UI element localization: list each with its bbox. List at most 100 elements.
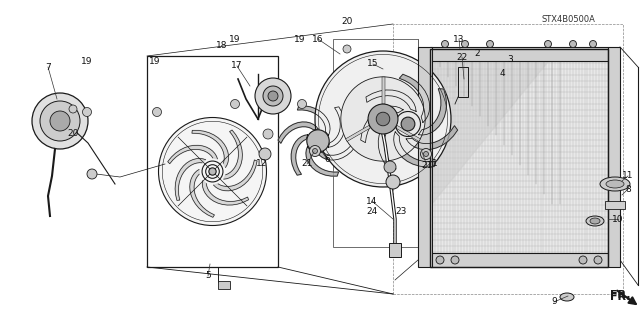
Bar (430, 253, 608, 267)
Ellipse shape (606, 180, 624, 188)
Circle shape (579, 256, 587, 264)
Text: 9: 9 (551, 298, 557, 307)
Text: 19: 19 (294, 34, 306, 43)
Polygon shape (406, 126, 458, 150)
Text: 18: 18 (216, 41, 228, 50)
Polygon shape (399, 74, 429, 122)
Circle shape (589, 41, 596, 48)
Ellipse shape (600, 177, 630, 191)
Text: 16: 16 (312, 34, 324, 43)
Bar (605, 201, 625, 209)
Circle shape (152, 108, 161, 116)
Text: 22: 22 (456, 53, 468, 62)
Polygon shape (394, 132, 436, 167)
Circle shape (343, 45, 351, 53)
Bar (458, 67, 468, 97)
Circle shape (230, 100, 239, 108)
Bar (389, 243, 401, 257)
Circle shape (50, 111, 70, 131)
Circle shape (384, 161, 396, 173)
Circle shape (69, 105, 77, 113)
Circle shape (312, 136, 323, 146)
Text: 7: 7 (45, 63, 51, 71)
Text: 8: 8 (625, 184, 631, 194)
Circle shape (461, 41, 468, 48)
Text: FR.: FR. (610, 292, 630, 302)
Bar (430, 47, 608, 61)
Circle shape (315, 51, 451, 187)
Circle shape (368, 104, 398, 134)
Polygon shape (328, 107, 345, 147)
Polygon shape (361, 106, 403, 143)
Text: 11: 11 (622, 172, 634, 181)
Text: 6: 6 (324, 154, 330, 164)
Polygon shape (175, 159, 205, 200)
Circle shape (310, 145, 321, 157)
Text: 13: 13 (453, 34, 465, 43)
Circle shape (420, 149, 431, 160)
Text: 17: 17 (231, 62, 243, 70)
Bar (147, 56, 278, 267)
Polygon shape (189, 169, 214, 217)
Text: 5: 5 (205, 271, 211, 280)
Bar (333, 39, 418, 247)
Text: 1: 1 (432, 160, 438, 168)
Circle shape (401, 117, 415, 131)
Circle shape (424, 152, 429, 157)
Text: 19: 19 (229, 34, 241, 43)
Ellipse shape (590, 218, 600, 224)
Circle shape (87, 169, 97, 179)
Circle shape (594, 256, 602, 264)
Text: 3: 3 (507, 55, 513, 63)
Text: 10: 10 (612, 214, 624, 224)
Bar (418, 47, 432, 267)
Polygon shape (214, 160, 257, 191)
Circle shape (298, 100, 307, 108)
Circle shape (40, 101, 80, 141)
Circle shape (263, 86, 283, 106)
Circle shape (376, 112, 390, 126)
Polygon shape (317, 139, 358, 160)
Circle shape (341, 77, 425, 161)
Circle shape (83, 108, 92, 116)
Circle shape (255, 78, 291, 114)
Ellipse shape (586, 216, 604, 226)
Circle shape (451, 256, 459, 264)
Circle shape (159, 117, 266, 226)
Circle shape (268, 91, 278, 101)
Polygon shape (202, 181, 248, 205)
Bar (432, 57, 608, 264)
Polygon shape (366, 90, 416, 111)
Circle shape (386, 175, 400, 189)
Circle shape (307, 130, 329, 152)
Circle shape (486, 41, 493, 48)
Bar (430, 49, 608, 267)
Text: 14: 14 (366, 197, 378, 205)
Text: 20: 20 (341, 17, 353, 26)
Text: 4: 4 (499, 70, 505, 78)
Polygon shape (168, 145, 218, 164)
Polygon shape (432, 57, 552, 204)
Polygon shape (192, 130, 228, 167)
Circle shape (545, 41, 552, 48)
Polygon shape (291, 135, 308, 175)
Circle shape (570, 41, 577, 48)
Text: 24: 24 (366, 206, 378, 216)
Polygon shape (419, 89, 447, 135)
Text: 21: 21 (421, 161, 433, 170)
Text: 23: 23 (396, 206, 406, 216)
Circle shape (442, 41, 449, 48)
Polygon shape (278, 122, 318, 143)
Text: 19: 19 (81, 56, 93, 65)
Circle shape (209, 168, 216, 175)
Circle shape (436, 256, 444, 264)
Bar (218, 281, 230, 289)
Text: 12: 12 (256, 160, 268, 168)
Polygon shape (378, 119, 396, 171)
Polygon shape (298, 106, 330, 135)
Text: 19: 19 (149, 56, 161, 65)
Text: 20: 20 (67, 130, 79, 138)
Text: 15: 15 (367, 60, 379, 69)
Text: 21: 21 (301, 160, 313, 168)
Circle shape (32, 93, 88, 149)
